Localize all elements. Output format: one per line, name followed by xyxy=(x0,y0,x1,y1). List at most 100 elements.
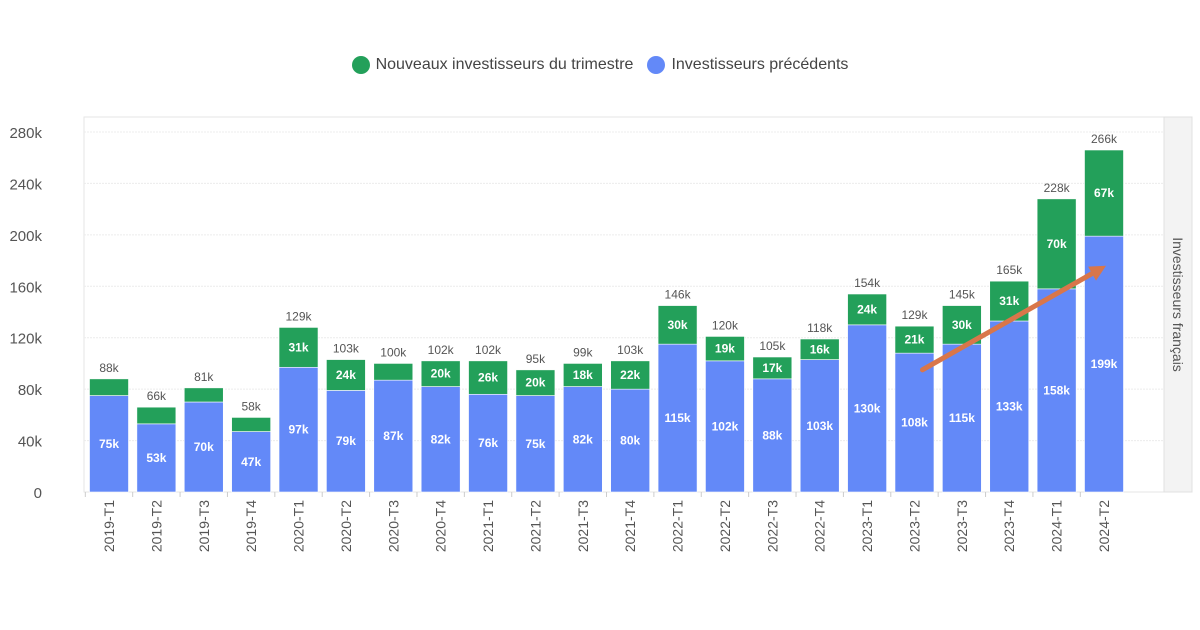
bar-segment-previous xyxy=(752,378,793,493)
bar-segment-previous xyxy=(942,343,982,493)
trend-arrow-line xyxy=(919,271,1095,373)
bar-segment-new xyxy=(515,369,556,396)
data-label-total: 103k xyxy=(617,343,644,357)
bar-segment-new xyxy=(468,360,508,395)
bar-segment-new xyxy=(136,406,177,425)
x-tick-label: 2021-T2 xyxy=(527,500,543,552)
data-label-previous: 108k xyxy=(901,416,928,430)
y-tick-label: 160k xyxy=(9,279,42,296)
data-label-total: 81k xyxy=(194,370,214,384)
data-label-previous: 102k xyxy=(712,419,739,433)
data-label-previous: 115k xyxy=(665,411,691,425)
data-label-total: 129k xyxy=(901,308,928,322)
data-label-previous: 47k xyxy=(241,455,261,469)
bar-segment-new xyxy=(326,359,366,391)
bar-segment-new xyxy=(420,360,461,387)
data-label-new: 30k xyxy=(668,318,688,332)
data-label-total: 102k xyxy=(475,343,502,357)
facet-label: Investisseurs français xyxy=(1170,237,1186,372)
x-tick-label: 2023-T3 xyxy=(954,500,970,552)
data-label-previous: 82k xyxy=(573,432,593,446)
x-tick-label: 2022-T2 xyxy=(717,500,733,552)
x-tick-label: 2020-T3 xyxy=(385,500,401,552)
data-label-previous: 88k xyxy=(762,428,782,442)
bar-segment-previous xyxy=(231,431,271,493)
data-label-total: 129k xyxy=(286,309,313,323)
bar-segment-previous xyxy=(373,379,414,493)
x-tick-label: 2020-T1 xyxy=(291,500,307,552)
bar-segment-previous xyxy=(1084,235,1124,493)
data-label-total: 146k xyxy=(665,288,692,302)
x-tick-label: 2021-T3 xyxy=(575,500,591,552)
bar-segment-previous xyxy=(989,320,1030,493)
x-tick-label: 2023-T2 xyxy=(906,500,922,552)
data-label-previous: 75k xyxy=(99,437,119,451)
x-tick-label: 2019-T4 xyxy=(243,500,259,552)
y-tick-label: 240k xyxy=(9,176,42,193)
data-label-total: 154k xyxy=(854,276,881,290)
x-tick-label: 2024-T1 xyxy=(1049,500,1065,552)
data-label-total: 58k xyxy=(241,399,261,413)
legend-label-new: Nouveaux investisseurs du trimestre xyxy=(375,56,634,73)
bar-segment-previous xyxy=(894,352,935,493)
legend-swatch-new xyxy=(351,56,370,74)
data-label-new: 17k xyxy=(762,361,782,375)
data-label-total: 165k xyxy=(996,263,1023,277)
bar-segment-previous xyxy=(1036,288,1077,493)
data-label-previous: 76k xyxy=(478,436,498,450)
bar-segment-previous xyxy=(136,423,177,493)
data-label-total: 266k xyxy=(1091,132,1118,146)
bar-segment-new xyxy=(1036,198,1077,290)
data-label-new: 20k xyxy=(525,376,545,390)
legend-item-new[interactable]: Nouveaux investisseurs du trimestre xyxy=(351,56,634,74)
data-label-new: 30k xyxy=(952,318,972,332)
data-label-previous: 199k xyxy=(1091,357,1118,371)
data-label-total: 103k xyxy=(333,342,360,356)
data-label-previous: 53k xyxy=(146,451,166,465)
data-label-new: 31k xyxy=(999,294,1019,308)
data-label-new: 24k xyxy=(857,302,877,316)
data-label-new: 21k xyxy=(904,333,924,347)
bar-segment-previous xyxy=(183,401,224,493)
data-label-previous: 79k xyxy=(336,434,356,448)
bar-segment-new xyxy=(752,356,793,380)
y-tick-label: 120k xyxy=(9,331,42,348)
data-label-previous: 130k xyxy=(854,401,881,415)
x-tick-label: 2023-T4 xyxy=(1001,500,1017,552)
legend-swatch-previous xyxy=(647,56,666,74)
data-label-new: 16k xyxy=(810,342,830,356)
data-label-total: 105k xyxy=(759,339,786,353)
legend: Nouveaux investisseurs du trimestre Inve… xyxy=(0,56,1200,74)
bar-segment-new xyxy=(894,325,935,354)
x-tick-label: 2024-T2 xyxy=(1096,500,1112,552)
data-label-total: 118k xyxy=(807,321,833,335)
bar-segment-previous xyxy=(563,386,603,493)
data-label-previous: 158k xyxy=(1043,383,1070,397)
x-tick-label: 2019-T3 xyxy=(196,500,212,552)
bar-segment-new xyxy=(610,360,650,390)
bar-segment-new xyxy=(705,336,745,362)
legend-item-previous[interactable]: Investisseurs précédents xyxy=(647,56,848,74)
data-label-total: 88k xyxy=(99,361,119,375)
bar-segment-new xyxy=(231,417,271,432)
data-label-total: 120k xyxy=(712,318,739,332)
bar-segment-previous xyxy=(89,395,129,493)
bar-segment-new xyxy=(942,305,982,345)
bar-segment-previous xyxy=(799,359,840,493)
bar-segment-previous xyxy=(847,324,887,493)
data-label-new: 20k xyxy=(431,367,451,381)
data-label-total: 145k xyxy=(949,288,976,302)
bar-segment-previous xyxy=(610,388,650,493)
data-label-total: 100k xyxy=(380,345,407,359)
facet-strip xyxy=(1163,116,1193,493)
y-tick-label: 200k xyxy=(9,228,42,245)
bar-segment-new xyxy=(657,305,698,345)
data-label-previous: 103k xyxy=(806,419,833,433)
data-label-total: 228k xyxy=(1044,181,1071,195)
data-label-new: 19k xyxy=(715,342,735,356)
bar-segment-previous xyxy=(326,390,366,493)
x-tick-label: 2023-T1 xyxy=(859,500,875,552)
data-label-new: 26k xyxy=(478,371,498,385)
bar-segment-new xyxy=(89,378,129,396)
